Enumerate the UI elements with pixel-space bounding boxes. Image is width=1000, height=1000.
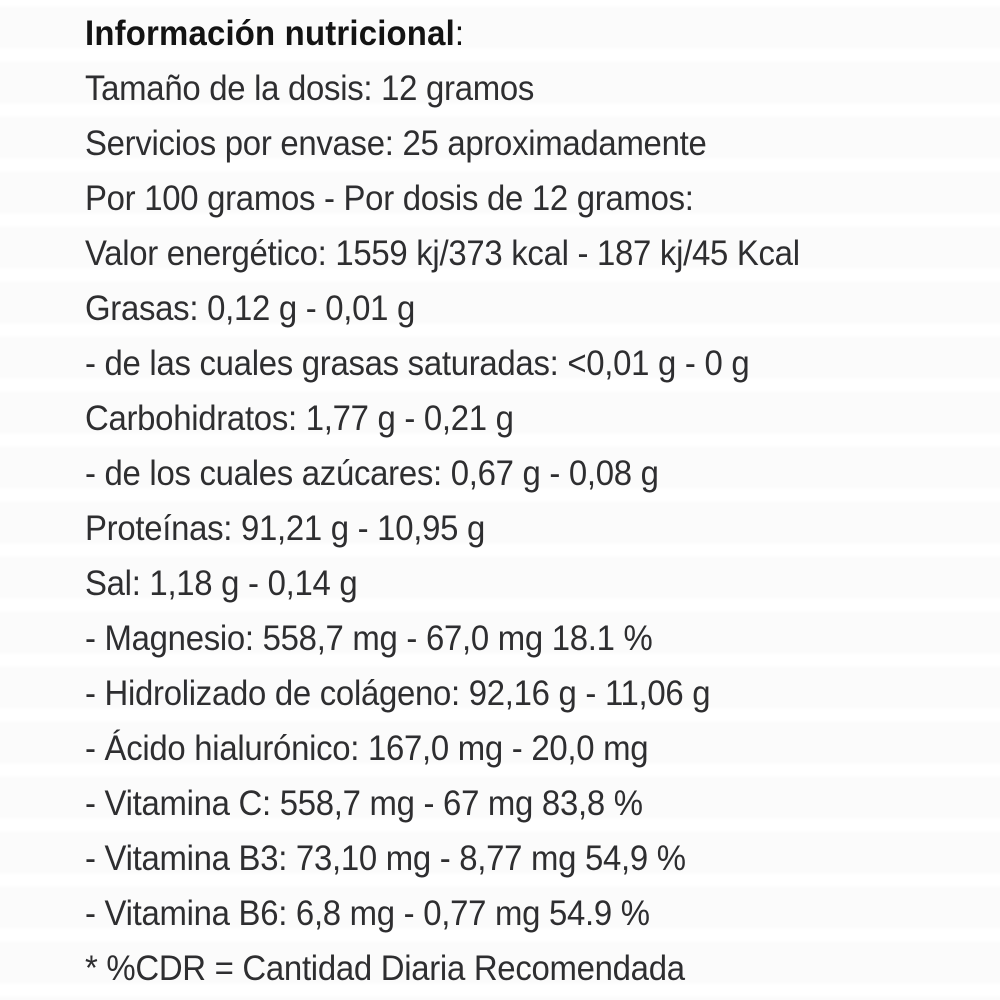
nutrition-title-text: Información nutricional bbox=[85, 13, 455, 53]
row-salt: Sal: 1,18 g - 0,14 g bbox=[85, 563, 358, 603]
row-collagen-hydrolysate: - Hidrolizado de colágeno: 92,16 g - 11,… bbox=[85, 673, 711, 713]
row-sugars: - de los cuales azúcares: 0,67 g - 0,08 … bbox=[85, 453, 659, 493]
row-protein: Proteínas: 91,21 g - 10,95 g bbox=[85, 508, 485, 548]
row-carbohydrates: Carbohidratos: 1,77 g - 0,21 g bbox=[85, 398, 514, 438]
nutrition-title-colon: : bbox=[454, 13, 464, 53]
row-servings-per-container: Servicios por envase: 25 aproximadamente bbox=[85, 123, 707, 163]
row-fat: Grasas: 0,12 g - 0,01 g bbox=[85, 288, 416, 328]
row-per-100g-header: Por 100 gramos - Por dosis de 12 gramos: bbox=[85, 178, 694, 218]
row-hyaluronic-acid: - Ácido hialurónico: 167,0 mg - 20,0 mg bbox=[85, 728, 649, 768]
row-vitamin-c: - Vitamina C: 558,7 mg - 67 mg 83,8 % bbox=[85, 783, 643, 823]
row-magnesium: - Magnesio: 558,7 mg - 67,0 mg 18.1 % bbox=[85, 618, 653, 658]
row-energy-value: Valor energético: 1559 kj/373 kcal - 187… bbox=[85, 233, 800, 273]
row-serving-size: Tamaño de la dosis: 12 gramos bbox=[85, 68, 535, 108]
row-vitamin-b6: - Vitamina B6: 6,8 mg - 0,77 mg 54.9 % bbox=[85, 893, 650, 933]
row-vitamin-b3: - Vitamina B3: 73,10 mg - 8,77 mg 54,9 % bbox=[85, 838, 686, 878]
row-cdr-footnote: * %CDR = Cantidad Diaria Recomendada bbox=[85, 948, 685, 988]
nutrition-title: Información nutricional: bbox=[85, 6, 926, 61]
row-saturated-fat: - de las cuales grasas saturadas: <0,01 … bbox=[85, 343, 750, 383]
